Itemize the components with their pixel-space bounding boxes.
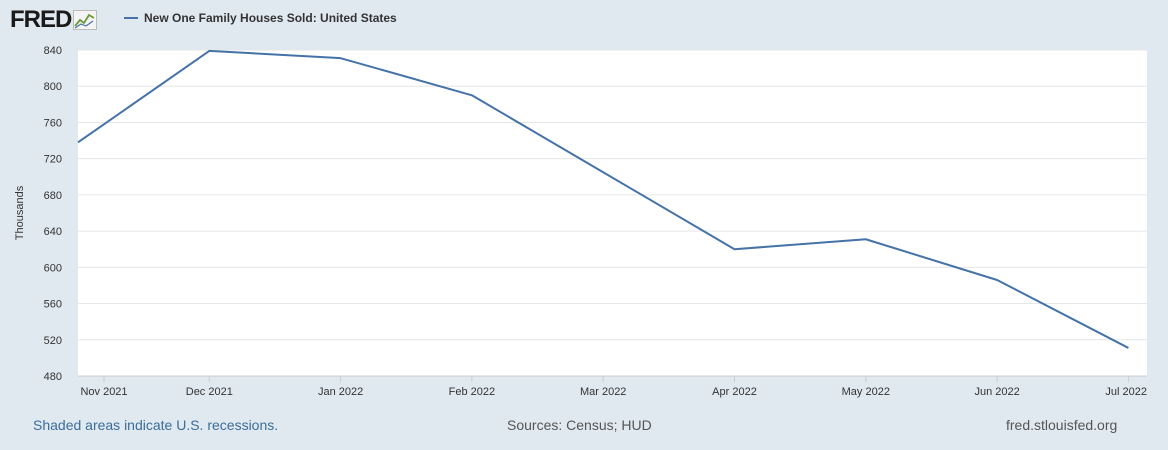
y-axis-label: Thousands [14, 185, 26, 240]
legend-swatch [124, 17, 138, 19]
x-tick-label: Apr 2022 [712, 386, 757, 398]
recession-note: Shaded areas indicate U.S. recessions. [33, 417, 279, 433]
legend-label: New One Family Houses Sold: United State… [144, 11, 397, 25]
series-line [77, 49, 1129, 349]
y-tick-label: 480 [44, 371, 62, 383]
x-tick-label: Nov 2021 [80, 386, 127, 398]
x-tick-label: Dec 2021 [186, 386, 233, 398]
y-tick-label: 640 [44, 226, 62, 238]
sources-note: Sources: Census; HUD [507, 417, 652, 433]
fred-logo-text: FRED [10, 6, 72, 33]
site-link[interactable]: fred.stlouisfed.org [1006, 417, 1118, 433]
x-tick-label: Jan 2022 [318, 386, 363, 398]
x-tick-label: Jun 2022 [974, 386, 1019, 398]
y-tick-label: 840 [44, 45, 62, 57]
x-tick-label: Mar 2022 [580, 386, 626, 398]
x-tick-label: Jul 2022 [1105, 386, 1147, 398]
chart-trend-icon [73, 10, 98, 30]
chart-legend: New One Family Houses Sold: United State… [124, 11, 397, 25]
plot-area [78, 50, 1147, 376]
fred-logo[interactable]: FRED [10, 6, 98, 34]
x-tick-label: May 2022 [842, 386, 890, 398]
x-tick-label: Feb 2022 [449, 386, 495, 398]
y-tick-label: 760 [44, 117, 62, 129]
y-tick-label: 680 [44, 190, 62, 202]
y-tick-label: 800 [44, 81, 62, 93]
y-tick-label: 720 [44, 154, 62, 166]
y-tick-label: 520 [44, 335, 62, 347]
y-tick-label: 560 [44, 299, 62, 311]
y-tick-label: 600 [44, 262, 62, 274]
